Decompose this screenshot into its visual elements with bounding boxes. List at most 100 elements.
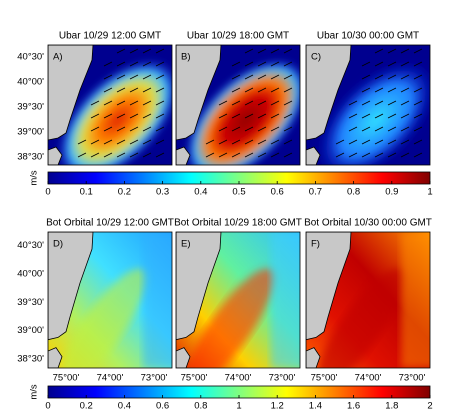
current-arrow	[361, 113, 371, 119]
colorbar-tick-label: 0.4	[194, 187, 207, 198]
speed-field	[315, 59, 430, 165]
panel-label: D)	[53, 239, 63, 250]
lat-tick-label: 40°00'	[17, 268, 44, 279]
speed-field	[57, 59, 172, 165]
current-arrow	[116, 100, 126, 106]
current-arrow	[142, 126, 152, 132]
current-arrow	[387, 48, 397, 54]
current-arrow	[244, 100, 254, 106]
lat-tick-label: 38°30'	[17, 353, 44, 364]
colorbar-tick-label: 0.6	[156, 401, 169, 412]
current-arrow	[348, 139, 358, 145]
colorbar-tick-label: 1.2	[271, 401, 284, 412]
lon-tick-label: 74°00'	[355, 373, 382, 384]
current-arrow	[374, 61, 384, 67]
current-arrow	[270, 61, 280, 67]
current-arrow	[413, 74, 423, 80]
current-arrow	[77, 139, 87, 145]
current-arrow	[283, 87, 293, 93]
current-arrow	[387, 87, 397, 93]
current-arrow	[244, 152, 254, 158]
current-arrow	[155, 74, 165, 80]
current-arrow	[257, 126, 267, 132]
current-arrow	[283, 113, 293, 119]
current-arrow	[348, 152, 358, 158]
map-panel	[306, 232, 430, 368]
panel-label: E)	[181, 239, 191, 250]
land	[306, 347, 321, 368]
current-arrow	[142, 152, 152, 158]
lon-tick-label: 74°00'	[225, 373, 252, 384]
current-arrow	[244, 48, 254, 54]
current-arrow	[374, 152, 384, 158]
current-arrow	[155, 100, 165, 106]
current-arrow	[374, 100, 384, 106]
panel-label: A)	[53, 52, 63, 63]
current-arrow	[361, 152, 371, 158]
current-arrow	[116, 48, 126, 54]
current-arrow	[103, 74, 113, 80]
current-arrow	[257, 139, 267, 145]
current-arrow	[400, 139, 410, 145]
panel-label: F)	[311, 239, 320, 250]
current-arrow	[400, 61, 410, 67]
current-arrow	[374, 48, 384, 54]
current-arrow	[413, 126, 423, 132]
current-arrow	[142, 87, 152, 93]
current-arrow	[413, 48, 423, 54]
current-arrow	[244, 126, 254, 132]
current-arrow	[413, 113, 423, 119]
current-arrow	[283, 139, 293, 145]
current-arrow	[270, 87, 280, 93]
current-arrow	[283, 48, 293, 54]
current-arrow	[283, 61, 293, 67]
current-arrow	[400, 87, 410, 93]
panel-frame	[175, 44, 301, 166]
current-arrow	[231, 61, 241, 67]
current-arrow	[244, 74, 254, 80]
lon-tick-label: 73°00'	[399, 373, 426, 384]
current-arrow	[103, 126, 113, 132]
current-arrow	[387, 152, 397, 158]
current-arrow	[374, 139, 384, 145]
panel-frame	[47, 44, 173, 166]
current-arrow	[103, 87, 113, 93]
lat-tick-label: 39°30'	[17, 102, 44, 113]
lat-tick-label: 40°30'	[17, 240, 44, 251]
colorbar-tick-label: 0.7	[309, 187, 322, 198]
current-arrow	[218, 126, 228, 132]
colorbar-unit: m/s	[29, 170, 40, 186]
current-arrow	[361, 139, 371, 145]
lon-tick-label: 73°00'	[269, 373, 296, 384]
map-panel	[176, 45, 300, 165]
current-arrow	[116, 74, 126, 80]
current-arrow	[129, 113, 139, 119]
current-arrow	[218, 100, 228, 106]
colorbar-tick-label: 0.4	[118, 401, 131, 412]
current-arrow	[90, 113, 100, 119]
current-arrow	[244, 87, 254, 93]
current-arrow	[257, 100, 267, 106]
current-arrow	[348, 126, 358, 132]
land	[176, 45, 222, 141]
current-arrow	[374, 126, 384, 132]
current-arrow	[155, 113, 165, 119]
panel-title: Ubar 10/29 18:00 GMT	[187, 31, 289, 42]
colorbar-tick-label: 0.6	[271, 187, 284, 198]
panel-label: B)	[181, 52, 191, 63]
current-arrow	[129, 100, 139, 106]
current-arrow	[103, 61, 113, 67]
current-arrow	[400, 100, 410, 106]
current-arrow	[116, 152, 126, 158]
current-arrow	[361, 87, 371, 93]
colorbar-tick-label: 1.4	[309, 401, 322, 412]
current-arrow	[129, 48, 139, 54]
map-panel	[176, 232, 300, 368]
speed-field	[185, 59, 300, 165]
lat-tick-label: 39°00'	[17, 127, 44, 138]
current-arrow	[270, 139, 280, 145]
current-arrow	[231, 126, 241, 132]
current-arrow	[142, 74, 152, 80]
current-arrow	[400, 74, 410, 80]
map-panel	[48, 232, 172, 368]
